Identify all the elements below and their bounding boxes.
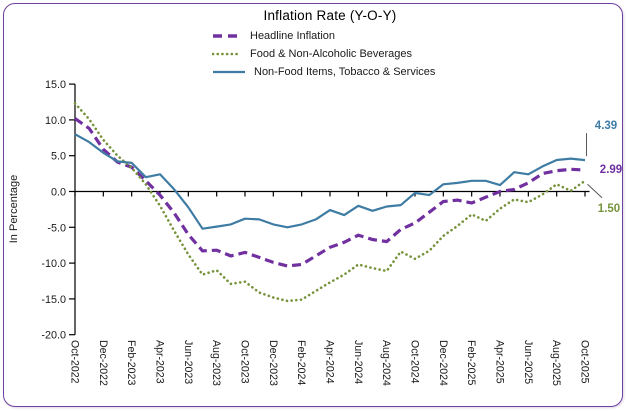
x-tick-label: Jun-2023 xyxy=(182,340,194,384)
x-tick-label: Oct-2022 xyxy=(69,340,81,384)
y-axis-title: In Percentage xyxy=(8,175,20,244)
legend-label: Headline Inflation xyxy=(250,30,336,42)
legend-item-headline: Headline Inflation xyxy=(212,27,435,45)
x-tick-label: Oct-2024 xyxy=(409,340,421,384)
y-tick-label: 10.0 xyxy=(45,115,66,127)
x-tick-label: Feb-2024 xyxy=(295,340,307,385)
chart-title: Inflation Rate (Y-O-Y) xyxy=(263,8,397,23)
y-tick-label: 0.0 xyxy=(51,187,66,199)
x-tick-label: Apr-2024 xyxy=(324,340,336,384)
legend-item-nonfood: Non-Food Items, Tobacco & Services xyxy=(212,63,435,81)
legend-swatch-dotted-line xyxy=(212,52,242,56)
x-tick-label: Aug-2024 xyxy=(380,340,392,386)
legend-label: Non-Food Items, Tobacco & Services xyxy=(254,66,436,78)
end-value-label: 1.50 xyxy=(598,203,620,215)
x-tick-label: Oct-2023 xyxy=(239,340,251,384)
y-tick-label: -10.0 xyxy=(41,258,66,270)
y-tick-label: 15.0 xyxy=(45,79,66,91)
end-value-label: 4.39 xyxy=(595,120,617,132)
legend-label: Food & Non-Alcoholic Beverages xyxy=(250,48,413,60)
series-line-headline-inflation xyxy=(74,117,586,268)
series-line-non-food-items-tobacco-services xyxy=(74,133,586,230)
legend-item-food: Food & Non-Alcoholic Beverages xyxy=(212,45,435,63)
y-tick-label: -20.0 xyxy=(41,330,66,342)
legend-swatch-solid-line xyxy=(213,70,245,74)
x-tick-label: Jun-2025 xyxy=(522,340,534,384)
chart-frame xyxy=(3,3,623,407)
legend: Headline Inflation Food & Non-Alcoholic … xyxy=(212,27,435,81)
x-tick-label: Aug-2025 xyxy=(550,340,562,386)
leader-line xyxy=(587,183,603,199)
end-value-label: 2.99 xyxy=(600,164,622,176)
series-line-food-non-alcoholic-beverages xyxy=(73,102,587,303)
x-tick-label: Dec-2024 xyxy=(437,340,449,386)
y-tick-label: -15.0 xyxy=(41,294,66,306)
x-tick-label: Dec-2023 xyxy=(267,340,279,386)
legend-swatch-dashed-line xyxy=(213,34,241,38)
x-tick-label: Jun-2024 xyxy=(352,340,364,384)
y-tick-label: 5.0 xyxy=(51,151,66,163)
x-tick-label: Feb-2025 xyxy=(465,340,477,385)
x-tick-label: Aug-2023 xyxy=(210,340,222,386)
x-tick-label: Dec-2022 xyxy=(97,340,109,386)
x-tick-label: Feb-2023 xyxy=(125,340,137,385)
x-tick-label: Oct-2025 xyxy=(579,340,591,384)
x-tick-label: Apr-2025 xyxy=(494,340,506,384)
x-tick-label: Apr-2023 xyxy=(154,340,166,384)
y-tick-label: -5.0 xyxy=(47,222,66,234)
